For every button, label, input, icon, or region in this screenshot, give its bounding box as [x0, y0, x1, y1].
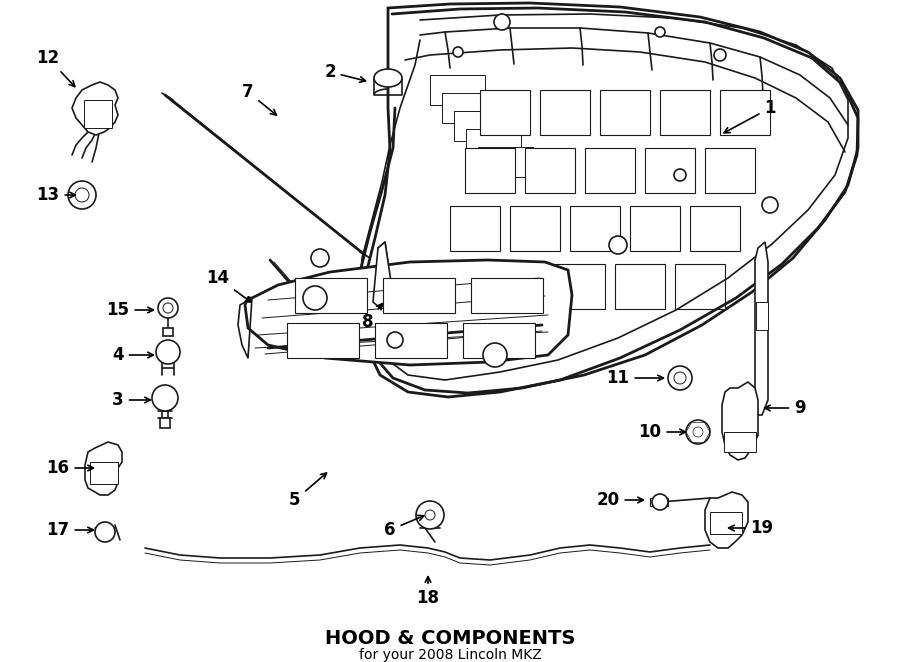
Circle shape — [655, 27, 665, 37]
Text: 3: 3 — [112, 391, 150, 409]
Text: 9: 9 — [765, 399, 806, 417]
Bar — [471, 278, 543, 313]
Bar — [84, 100, 112, 128]
Bar — [720, 90, 770, 135]
Circle shape — [453, 47, 463, 57]
Circle shape — [158, 298, 178, 318]
Circle shape — [494, 14, 510, 30]
Polygon shape — [245, 260, 572, 365]
Circle shape — [762, 197, 778, 213]
Text: 2: 2 — [324, 63, 365, 82]
Text: 14: 14 — [206, 269, 251, 303]
Bar — [295, 278, 367, 313]
Bar — [690, 206, 740, 251]
Circle shape — [75, 188, 89, 202]
Circle shape — [609, 236, 627, 254]
Bar — [454, 111, 509, 141]
Polygon shape — [705, 492, 748, 548]
Circle shape — [674, 372, 686, 384]
Bar — [615, 264, 665, 309]
Bar — [480, 90, 530, 135]
Bar — [465, 148, 515, 193]
Text: 8: 8 — [362, 304, 382, 331]
Text: HOOD & COMPONENTS: HOOD & COMPONENTS — [325, 628, 575, 647]
Circle shape — [95, 522, 115, 542]
Bar — [430, 75, 485, 105]
Text: 13: 13 — [36, 186, 76, 204]
Bar — [435, 264, 485, 309]
Bar — [383, 278, 455, 313]
Bar — [585, 148, 635, 193]
Bar — [724, 432, 756, 452]
Polygon shape — [85, 442, 122, 495]
Bar — [525, 148, 575, 193]
Text: 5: 5 — [289, 473, 327, 509]
Bar — [466, 129, 521, 159]
Circle shape — [674, 169, 686, 181]
Polygon shape — [362, 3, 858, 393]
Circle shape — [68, 181, 96, 209]
Circle shape — [693, 427, 703, 437]
Text: 20: 20 — [597, 491, 644, 509]
Circle shape — [686, 420, 710, 444]
Bar — [478, 147, 533, 177]
Text: 17: 17 — [47, 521, 94, 539]
Bar — [675, 264, 725, 309]
Polygon shape — [373, 242, 393, 308]
Bar — [570, 206, 620, 251]
Text: 10: 10 — [638, 423, 686, 441]
Text: 6: 6 — [384, 516, 424, 539]
Text: 18: 18 — [417, 577, 439, 607]
Bar — [375, 323, 447, 358]
Text: 11: 11 — [607, 369, 663, 387]
Text: 4: 4 — [112, 346, 153, 364]
Circle shape — [156, 340, 180, 364]
Bar — [600, 90, 650, 135]
Bar — [660, 90, 710, 135]
Ellipse shape — [374, 69, 402, 87]
Bar — [160, 418, 170, 428]
Polygon shape — [755, 242, 768, 415]
Text: for your 2008 Lincoln MKZ: for your 2008 Lincoln MKZ — [358, 648, 542, 662]
Text: 7: 7 — [242, 83, 276, 115]
Bar — [442, 93, 497, 123]
Circle shape — [652, 494, 668, 510]
Bar — [90, 462, 118, 484]
Circle shape — [668, 366, 692, 390]
Text: 19: 19 — [729, 519, 774, 537]
Circle shape — [311, 249, 329, 267]
Circle shape — [303, 286, 327, 310]
Polygon shape — [72, 82, 118, 135]
Circle shape — [387, 332, 403, 348]
Circle shape — [425, 510, 435, 520]
Bar — [705, 148, 755, 193]
Bar — [510, 206, 560, 251]
Bar — [645, 148, 695, 193]
Bar — [756, 302, 768, 330]
Circle shape — [416, 501, 444, 529]
Bar — [287, 323, 359, 358]
Text: 15: 15 — [106, 301, 153, 319]
Circle shape — [714, 49, 726, 61]
Bar — [555, 264, 605, 309]
Polygon shape — [722, 382, 758, 460]
Bar — [710, 512, 742, 534]
Circle shape — [163, 303, 173, 313]
Bar — [630, 206, 680, 251]
Circle shape — [483, 343, 507, 367]
Bar — [463, 323, 535, 358]
Text: 1: 1 — [724, 99, 776, 133]
Text: 16: 16 — [47, 459, 94, 477]
Bar — [495, 264, 545, 309]
Bar — [450, 206, 500, 251]
Circle shape — [152, 385, 178, 411]
Bar — [540, 90, 590, 135]
Bar — [163, 328, 173, 336]
Text: 12: 12 — [36, 49, 75, 87]
